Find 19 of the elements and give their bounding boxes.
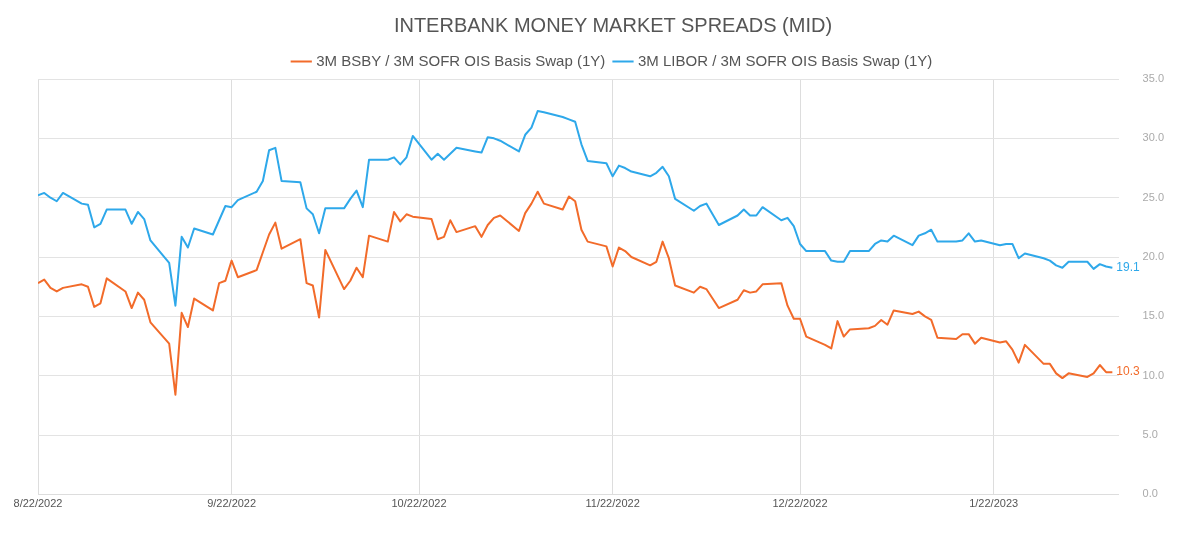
x-tick-label: 12/22/2022 (772, 497, 828, 510)
y-tick-label: 15.0 (1142, 309, 1165, 322)
y-tick-label: 0.0 (1142, 487, 1158, 500)
x-tick-label: 8/22/2022 (13, 497, 63, 510)
x-tick-label: 9/22/2022 (207, 497, 257, 510)
x-tick-label: 10/22/2022 (391, 497, 447, 510)
legend-label: 3M LIBOR / 3M SOFR OIS Basis Swap (1Y) (638, 51, 933, 69)
annotation: 10.3 (1116, 364, 1141, 379)
chart-title: INTERBANK MONEY MARKET SPREADS (MID) (393, 13, 833, 36)
y-tick-label: 30.0 (1142, 131, 1165, 144)
y-tick-label: 20.0 (1142, 250, 1165, 263)
x-tick-label: 11/22/2022 (585, 497, 640, 510)
y-tick-label: 5.0 (1142, 428, 1158, 441)
x-tick-label: 1/22/2023 (969, 497, 1019, 510)
legend-label: 3M BSBY / 3M SOFR OIS Basis Swap (1Y) (316, 51, 606, 69)
y-tick-label: 35.0 (1142, 72, 1165, 85)
annotation: 19.1 (1116, 260, 1141, 275)
y-tick-label: 25.0 (1142, 190, 1165, 203)
y-tick-label: 10.0 (1142, 368, 1165, 381)
